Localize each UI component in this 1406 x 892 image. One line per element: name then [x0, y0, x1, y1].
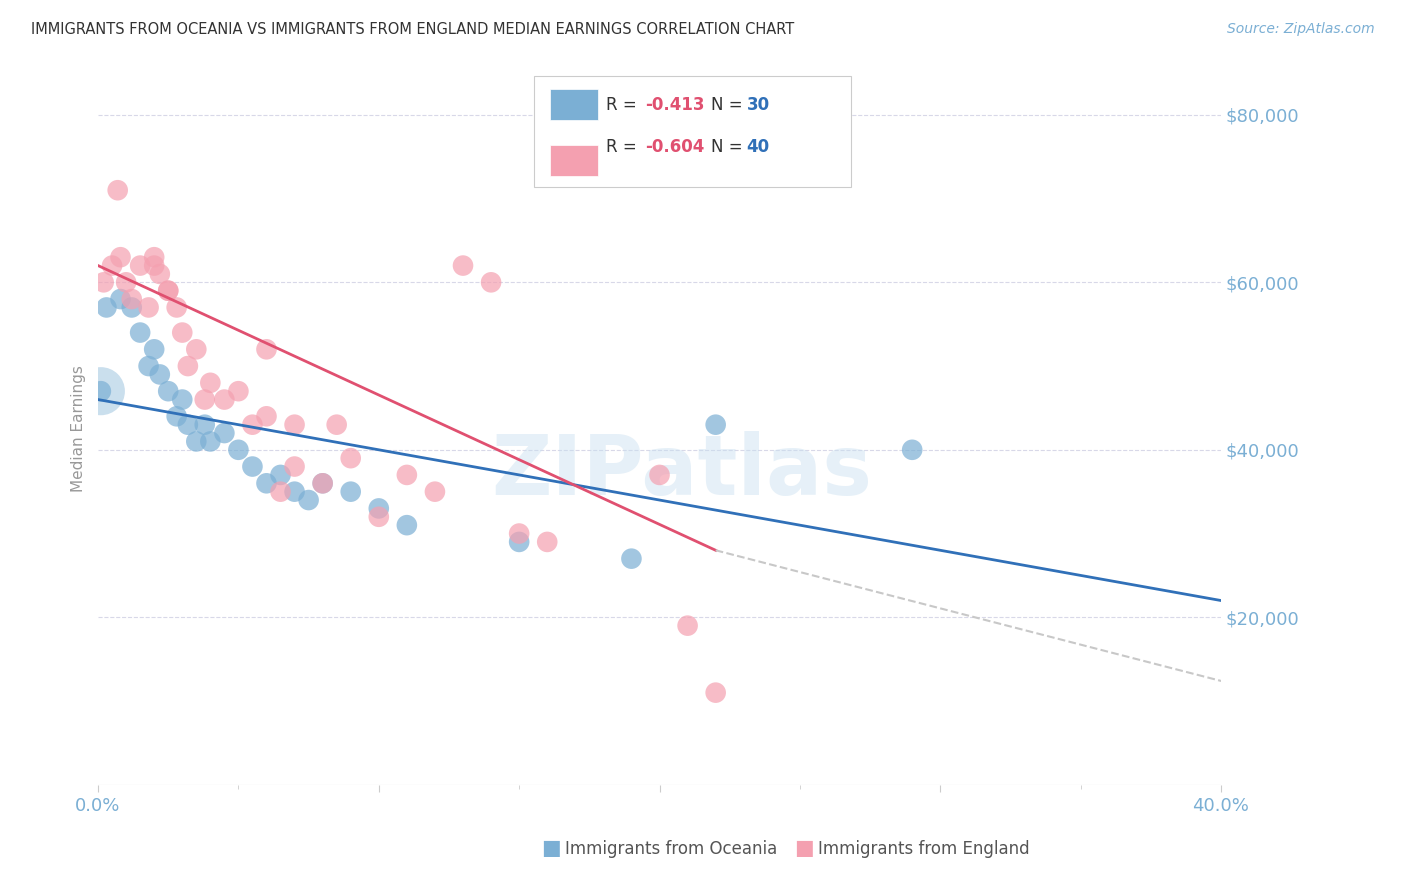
Text: Immigrants from England: Immigrants from England	[818, 840, 1031, 858]
Point	[101, 259, 124, 273]
Point	[395, 518, 418, 533]
Point	[297, 493, 319, 508]
Point	[284, 484, 307, 499]
Point	[200, 376, 222, 390]
Text: R =: R =	[606, 96, 643, 114]
Point	[143, 343, 166, 357]
Text: -0.413: -0.413	[645, 96, 704, 114]
Text: R =: R =	[606, 138, 643, 156]
Point	[149, 267, 172, 281]
Point	[704, 417, 727, 432]
Point	[115, 276, 138, 290]
Point	[172, 392, 194, 407]
Point	[367, 509, 389, 524]
Point	[143, 259, 166, 273]
Point	[284, 417, 307, 432]
Point	[138, 359, 160, 373]
Point	[228, 442, 250, 457]
Point	[242, 459, 264, 474]
Point	[270, 467, 292, 482]
Point	[676, 618, 699, 632]
Point	[166, 301, 188, 315]
Text: ZIPatlas: ZIPatlas	[492, 431, 873, 512]
Point	[256, 343, 278, 357]
Point	[620, 551, 643, 566]
Point	[256, 409, 278, 424]
Point	[186, 434, 208, 449]
Point	[121, 301, 143, 315]
Point	[157, 384, 180, 399]
Point	[121, 292, 143, 306]
Point	[311, 476, 333, 491]
Point	[177, 417, 200, 432]
Point	[648, 467, 671, 482]
Point	[479, 276, 502, 290]
Point	[172, 326, 194, 340]
Point	[129, 326, 152, 340]
Point	[270, 484, 292, 499]
Point	[143, 250, 166, 264]
Point	[395, 467, 418, 482]
Point	[110, 250, 132, 264]
Point	[157, 284, 180, 298]
Point	[536, 535, 558, 549]
Text: 40: 40	[747, 138, 769, 156]
Point	[508, 535, 530, 549]
Point	[451, 259, 474, 273]
Point	[508, 526, 530, 541]
Y-axis label: Median Earnings: Median Earnings	[72, 366, 86, 492]
Point	[704, 686, 727, 700]
Point	[129, 259, 152, 273]
Point	[186, 343, 208, 357]
Point	[901, 442, 924, 457]
Text: Source: ZipAtlas.com: Source: ZipAtlas.com	[1227, 22, 1375, 37]
Point	[96, 301, 118, 315]
Point	[214, 425, 236, 440]
Point	[325, 417, 347, 432]
Point	[93, 276, 115, 290]
Text: 30: 30	[747, 96, 769, 114]
Point	[256, 476, 278, 491]
Point	[138, 301, 160, 315]
Point	[90, 384, 112, 399]
Point	[194, 392, 217, 407]
Text: IMMIGRANTS FROM OCEANIA VS IMMIGRANTS FROM ENGLAND MEDIAN EARNINGS CORRELATION C: IMMIGRANTS FROM OCEANIA VS IMMIGRANTS FR…	[31, 22, 794, 37]
Point	[423, 484, 446, 499]
Point	[177, 359, 200, 373]
Point	[90, 384, 112, 399]
Text: -0.604: -0.604	[645, 138, 704, 156]
Point	[194, 417, 217, 432]
Point	[157, 284, 180, 298]
Point	[166, 409, 188, 424]
Point	[214, 392, 236, 407]
Point	[149, 368, 172, 382]
Point	[110, 292, 132, 306]
Point	[200, 434, 222, 449]
Point	[339, 484, 361, 499]
Text: ■: ■	[541, 838, 561, 858]
Point	[311, 476, 333, 491]
Text: N =: N =	[711, 138, 748, 156]
Text: Immigrants from Oceania: Immigrants from Oceania	[565, 840, 778, 858]
Point	[228, 384, 250, 399]
Point	[339, 451, 361, 466]
Text: ■: ■	[794, 838, 814, 858]
Point	[367, 501, 389, 516]
Point	[284, 459, 307, 474]
Point	[107, 183, 129, 197]
Point	[242, 417, 264, 432]
Text: N =: N =	[711, 96, 748, 114]
